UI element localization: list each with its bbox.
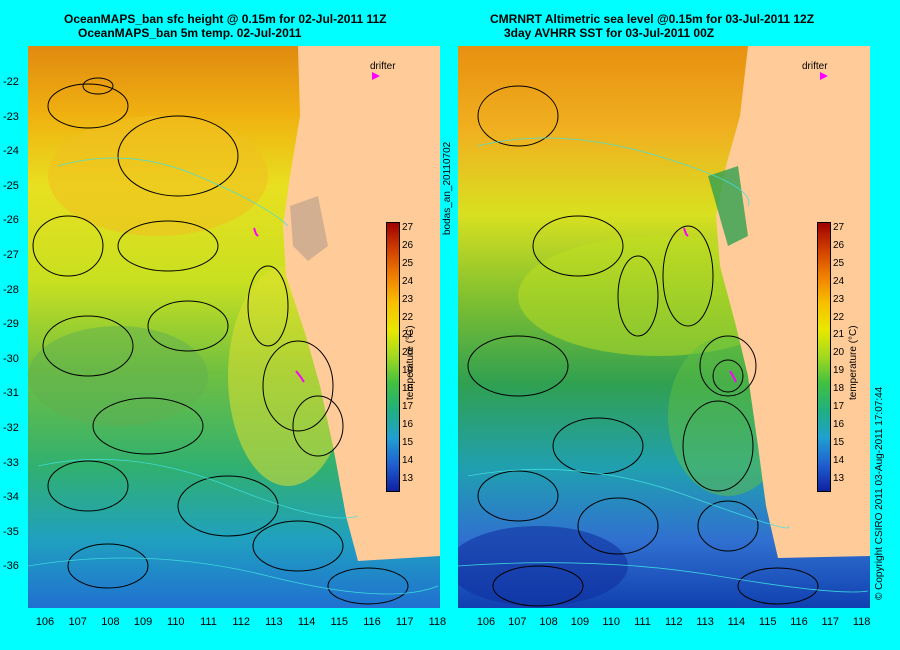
colorbar-tick: 24 (402, 275, 414, 287)
lat-label: -32 (3, 422, 19, 434)
colorbar-tick: 22 (833, 311, 845, 323)
colorbar-tick: 25 (833, 257, 845, 269)
colorbar-tick: 20 (402, 347, 414, 359)
colorbar-tick: 19 (833, 365, 845, 377)
left-colorbar (386, 222, 400, 492)
land-mass-right (716, 46, 870, 558)
lon-label: 110 (602, 616, 620, 628)
colorbar-tick: 13 (402, 472, 414, 484)
left-title-line2: OceanMAPS_ban 5m temp. 02-Jul-2011 (78, 26, 302, 40)
lon-label: 113 (696, 616, 714, 628)
colorbar-tick: 20 (833, 347, 845, 359)
lat-label: -35 (3, 525, 19, 538)
lon-label: 114 (297, 616, 316, 628)
right-colorbar-title: temperature (°C) (848, 325, 859, 400)
run-id-label: bodas_an_20110702 (442, 141, 453, 235)
lat-label: -23 (3, 110, 19, 123)
left-map-panel (28, 46, 440, 608)
colorbar-tick: 13 (833, 472, 845, 484)
lon-label: 115 (330, 616, 349, 628)
colorbar-tick: 26 (833, 239, 845, 251)
colorbar-tick: 21 (833, 329, 845, 341)
colorbar-tick: 15 (402, 436, 414, 448)
lon-label: 109 (133, 616, 153, 628)
colorbar-tick: 27 (402, 222, 414, 233)
lat-label: -29 (3, 318, 19, 331)
colorbar-tick: 21 (402, 329, 414, 341)
lat-label: -28 (3, 283, 19, 296)
colorbar-tick: 14 (833, 454, 845, 466)
lat-label: -24 (3, 145, 19, 158)
lon-label: 113 (265, 616, 283, 628)
lon-label: 116 (790, 616, 808, 628)
lon-label: 116 (363, 616, 381, 628)
left-drifter-label: drifter (370, 61, 396, 72)
right-colorbar (817, 222, 831, 492)
lat-label: -26 (3, 214, 19, 227)
right-map (458, 46, 870, 608)
left-colorbar-title: temperature (°C) (405, 325, 416, 400)
colorbar-tick: 14 (402, 454, 414, 466)
colorbar-tick: 17 (402, 401, 414, 412)
lon-label: 117 (821, 616, 840, 628)
lon-label: 112 (665, 616, 683, 628)
lon-label: 111 (634, 616, 651, 628)
colorbar-tick: 24 (833, 275, 845, 287)
right-title-line1: CMRNRT Altimetric sea level @0.15m for 0… (490, 12, 815, 26)
lon-label: 108 (539, 616, 558, 628)
lon-label: 109 (570, 616, 590, 628)
lon-label: 117 (395, 616, 414, 628)
lon-label: 111 (200, 616, 217, 628)
colorbar-tick: 18 (833, 383, 845, 395)
lon-label: 114 (727, 616, 746, 628)
lat-label: -36 (3, 560, 19, 573)
colorbar-tick: 16 (833, 418, 845, 430)
colorbar-tick: 23 (833, 293, 845, 305)
colorbar-tick: 25 (402, 257, 414, 269)
colorbar-tick: 18 (402, 383, 414, 395)
colorbar-tick: 16 (402, 418, 414, 430)
lon-label: 107 (508, 616, 527, 628)
lon-label: 118 (428, 616, 447, 628)
lat-label: -30 (3, 352, 19, 365)
lat-label: -22 (3, 76, 19, 88)
lat-label: -31 (3, 387, 19, 400)
lat-label: -33 (3, 456, 19, 469)
lon-label: 106 (35, 616, 55, 628)
lon-label: 118 (852, 616, 871, 628)
left-title-line1: OceanMAPS_ban sfc height @ 0.15m for 02-… (64, 12, 387, 26)
lat-label: -27 (3, 249, 19, 261)
right-map-panel (458, 46, 870, 608)
lon-label: 110 (167, 616, 185, 628)
lon-label: 108 (101, 616, 120, 628)
colorbar-tick: 15 (833, 436, 845, 448)
colorbar-tick: 27 (833, 222, 845, 233)
copyright-label: © Copyright CSIRO 2011 03-Aug-2011 17:07… (874, 386, 885, 600)
lon-label: 107 (68, 616, 87, 628)
left-map (28, 46, 440, 608)
lon-label: 106 (476, 616, 496, 628)
right-title-line2: 3day AVHRR SST for 03-Jul-2011 00Z (504, 26, 715, 40)
land-mass (283, 46, 440, 561)
lat-label: -25 (3, 179, 19, 192)
lon-label: 112 (232, 616, 250, 628)
colorbar-tick: 26 (402, 239, 414, 251)
colorbar-tick: 23 (402, 293, 414, 305)
right-drifter-label: drifter (802, 61, 828, 72)
lon-label: 115 (758, 616, 777, 628)
colorbar-tick: 17 (833, 401, 845, 412)
lat-label: -34 (3, 491, 19, 504)
colorbar-tick: 19 (402, 365, 414, 377)
colorbar-tick: 22 (402, 311, 414, 323)
